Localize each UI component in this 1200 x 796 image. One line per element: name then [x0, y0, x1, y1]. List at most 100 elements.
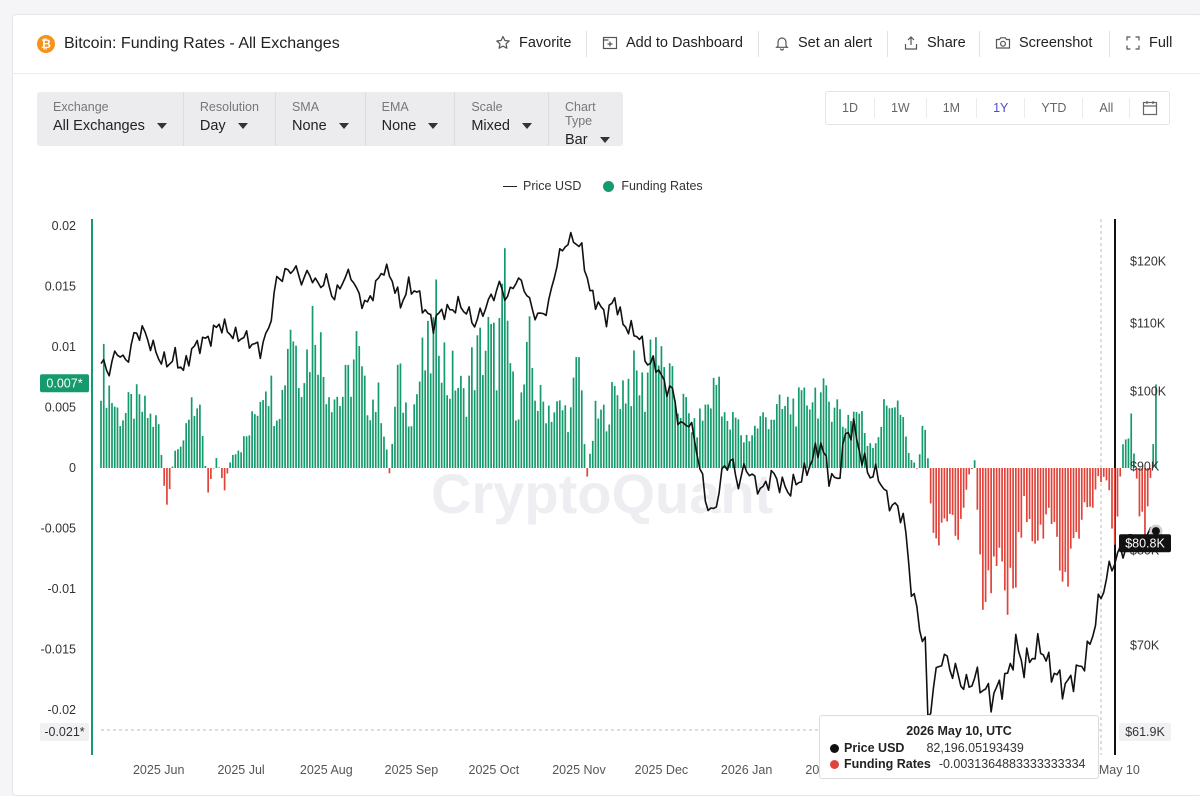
calendar-icon[interactable] [1142, 100, 1158, 116]
funding-rate-bar [660, 346, 663, 468]
funding-rate-bar [940, 468, 943, 523]
funding-rate-bar [144, 395, 146, 468]
range-1y-button[interactable]: 1Y [977, 98, 1026, 118]
caret-down-icon [522, 123, 532, 129]
funding-rate-bar [487, 317, 490, 468]
caret-down-icon [156, 123, 167, 129]
funding-rate-bar [201, 435, 204, 468]
funding-rate-bar [822, 378, 825, 468]
funding-rate-bar [770, 419, 773, 468]
share-button[interactable]: Share [903, 35, 966, 51]
funding-rate-bar [275, 420, 278, 468]
range-all-button[interactable]: All [1083, 98, 1131, 118]
ema-select[interactable]: EMA None [366, 92, 456, 146]
funding-rate-bar [336, 396, 339, 468]
funding-rate-bar [998, 468, 1001, 548]
funding-rate-bar [410, 426, 413, 468]
funding-rate-bar [204, 465, 207, 468]
min-funding-badge [40, 723, 89, 741]
funding-rate-bar [1111, 468, 1113, 529]
funding-rate-bar [465, 416, 468, 468]
funding-rate-bar [883, 399, 885, 468]
funding-rate-bar [572, 377, 575, 468]
funding-rate-bar [743, 442, 745, 468]
funding-rate-bar [314, 344, 317, 468]
funding-rate-bar [333, 399, 336, 468]
chart-plot[interactable]: CryptoQuant 0.02 0.015 0.01 0.005 0 -0.005 -0.0… [13, 15, 1200, 780]
funding-rate-bar [1042, 468, 1045, 539]
funding-rate-bar [256, 415, 259, 468]
funding-rate-bar [690, 432, 693, 468]
control-value: All Exchanges [53, 118, 145, 134]
y-right-tick-label: $90K [1130, 460, 1160, 474]
funding-rate-bar [193, 416, 196, 468]
screenshot-button[interactable]: Screenshot [995, 35, 1092, 51]
sma-select[interactable]: SMA None [276, 92, 366, 146]
funding-rate-bar [361, 366, 363, 468]
funding-rate-bar [243, 436, 245, 468]
add-dashboard-icon [602, 36, 618, 50]
funding-rate-bar [726, 420, 729, 468]
funding-rate-bar [1130, 413, 1133, 468]
funding-legend-swatch [603, 180, 615, 192]
range-1m-button[interactable]: 1M [927, 98, 978, 118]
funding-rate-bar [471, 347, 473, 468]
funding-rate-bar [388, 468, 391, 474]
funding-rate-bar [229, 462, 231, 468]
funding-rate-bar [839, 409, 841, 468]
funding-legend-label[interactable]: Funding Rates [621, 179, 703, 193]
range-ytd-button[interactable]: YTD [1025, 98, 1084, 118]
funding-rate-bar [416, 394, 418, 468]
funding-rate-bar [380, 423, 383, 468]
chart-type-select[interactable]: Chart Type Bar [549, 92, 626, 148]
fullscreen-icon [1126, 36, 1140, 50]
funding-rate-bar [171, 466, 174, 468]
funding-rate-bar [520, 392, 523, 468]
funding-rate-bar [1105, 468, 1108, 481]
exchange-select[interactable]: Exchange All Exchanges [37, 92, 184, 146]
funding-rate-bar [666, 395, 668, 468]
funding-rate-bar [270, 375, 273, 468]
funding-rate-bar [836, 399, 839, 468]
current-price-badge [1119, 534, 1171, 553]
funding-rate-bar [863, 433, 866, 468]
price-legend-label[interactable]: Price USD [523, 179, 582, 193]
funding-rate-bar [885, 405, 888, 468]
funding-rate-bar [962, 468, 965, 508]
funding-rate-bar [946, 468, 948, 522]
funding-rate-bar [1012, 468, 1014, 589]
funding-rate-bar [1135, 468, 1138, 479]
fullscreen-button[interactable]: Full [1125, 35, 1172, 51]
range-1w-button[interactable]: 1W [875, 98, 927, 118]
funding-rate-bar [234, 454, 237, 468]
add-to-dashboard-button[interactable]: Add to Dashboard [602, 35, 743, 51]
scale-select[interactable]: Scale Mixed [455, 92, 549, 146]
funding-rate-bar [100, 400, 102, 468]
price-legend-swatch [503, 185, 517, 187]
funding-rate-bar [1149, 468, 1152, 478]
funding-rate-bar [322, 376, 325, 468]
funding-rate-bar [1064, 468, 1067, 572]
funding-rate-bar [413, 404, 416, 468]
bitcoin-icon: ₿ [37, 35, 55, 53]
funding-rate-bar [476, 335, 479, 468]
funding-rate-bar [874, 443, 877, 468]
set-alert-button[interactable]: Set an alert [774, 35, 872, 51]
funding-rate-bar [1144, 468, 1146, 535]
y-left-tick-label: 0.02 [52, 219, 76, 233]
funding-rate-bar [971, 468, 973, 470]
y-right-tick-label: $120K [1130, 255, 1167, 269]
funding-rate-bar [1072, 468, 1075, 539]
funding-rate-bar [781, 408, 784, 468]
resolution-select[interactable]: Resolution Day [184, 92, 276, 146]
favorite-button[interactable]: Favorite [495, 35, 571, 51]
funding-rate-bar [251, 411, 253, 468]
funding-rate-bar [880, 426, 883, 468]
funding-rate-bar [396, 364, 399, 468]
caret-down-icon [338, 123, 349, 129]
funding-rate-bar [745, 434, 748, 468]
range-1d-button[interactable]: 1D [826, 98, 875, 118]
funding-rate-bar [567, 432, 569, 468]
funding-rate-bar [866, 445, 869, 468]
funding-rate-bar [817, 418, 819, 468]
